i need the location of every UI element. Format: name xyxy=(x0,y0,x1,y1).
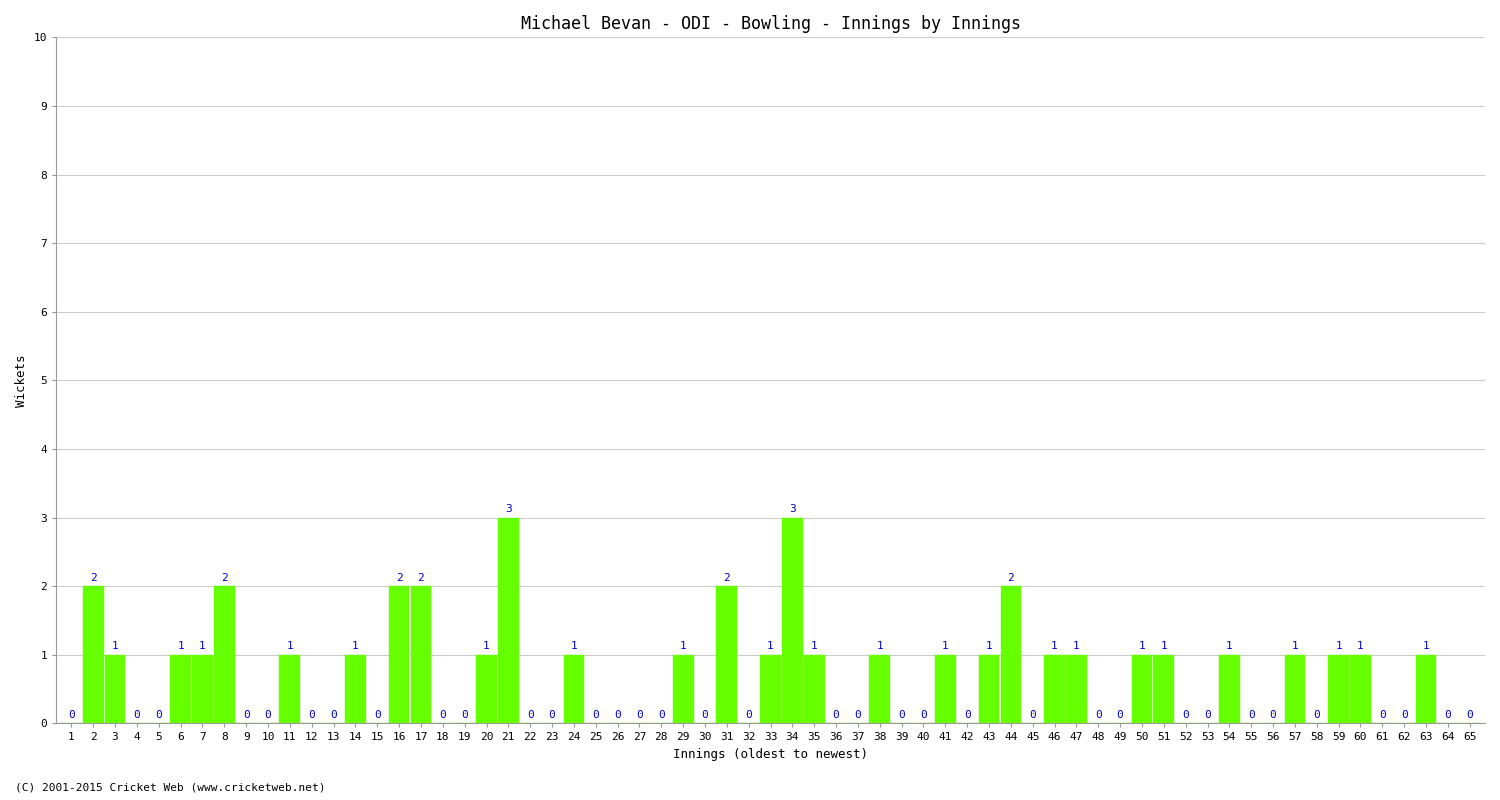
Bar xyxy=(411,586,432,723)
Text: 0: 0 xyxy=(462,710,468,720)
Text: 0: 0 xyxy=(1467,710,1473,720)
Bar xyxy=(279,655,300,723)
Bar xyxy=(978,655,999,723)
Text: 0: 0 xyxy=(1444,710,1450,720)
Bar xyxy=(564,655,585,723)
Text: 1: 1 xyxy=(1358,642,1364,651)
Text: 1: 1 xyxy=(1422,642,1430,651)
Text: 1: 1 xyxy=(1161,642,1167,651)
Text: 0: 0 xyxy=(156,710,162,720)
Text: 2: 2 xyxy=(1008,573,1014,582)
Text: 1: 1 xyxy=(352,642,358,651)
Bar xyxy=(782,518,802,723)
Bar xyxy=(170,655,190,723)
Bar xyxy=(105,655,126,723)
Text: 1: 1 xyxy=(200,642,206,651)
Bar xyxy=(345,655,366,723)
Text: 0: 0 xyxy=(636,710,644,720)
Bar xyxy=(870,655,889,723)
Bar xyxy=(1154,655,1174,723)
Text: 0: 0 xyxy=(243,710,249,720)
Text: 0: 0 xyxy=(614,710,621,720)
Text: 0: 0 xyxy=(746,710,752,720)
Text: 2: 2 xyxy=(220,573,228,582)
Text: 0: 0 xyxy=(526,710,534,720)
Bar xyxy=(1044,655,1065,723)
Text: 2: 2 xyxy=(723,573,730,582)
Text: 0: 0 xyxy=(855,710,861,720)
Text: 1: 1 xyxy=(1072,642,1080,651)
Bar xyxy=(498,518,519,723)
Bar xyxy=(934,655,956,723)
Text: 0: 0 xyxy=(1116,710,1124,720)
Text: 2: 2 xyxy=(396,573,402,582)
Text: 1: 1 xyxy=(1052,642,1058,651)
Text: 0: 0 xyxy=(1401,710,1407,720)
Text: 0: 0 xyxy=(1095,710,1101,720)
Y-axis label: Wickets: Wickets xyxy=(15,354,28,406)
Text: 0: 0 xyxy=(264,710,272,720)
Text: 1: 1 xyxy=(766,642,774,651)
Text: 0: 0 xyxy=(1029,710,1036,720)
Bar xyxy=(82,586,104,723)
Text: 1: 1 xyxy=(177,642,184,651)
Bar xyxy=(1284,655,1305,723)
Bar xyxy=(476,655,496,723)
Text: 0: 0 xyxy=(833,710,840,720)
Text: 0: 0 xyxy=(920,710,927,720)
Bar xyxy=(1066,655,1088,723)
Bar xyxy=(1350,655,1371,723)
Text: 0: 0 xyxy=(549,710,555,720)
Text: 0: 0 xyxy=(964,710,970,720)
Text: 0: 0 xyxy=(702,710,708,720)
Title: Michael Bevan - ODI - Bowling - Innings by Innings: Michael Bevan - ODI - Bowling - Innings … xyxy=(520,15,1020,33)
Text: 0: 0 xyxy=(658,710,664,720)
Text: 0: 0 xyxy=(1378,710,1386,720)
Text: 0: 0 xyxy=(1269,710,1276,720)
Text: 1: 1 xyxy=(812,642,818,651)
Bar xyxy=(1000,586,1022,723)
Text: 0: 0 xyxy=(440,710,446,720)
Text: 1: 1 xyxy=(1335,642,1342,651)
Bar xyxy=(1131,655,1152,723)
Text: 1: 1 xyxy=(286,642,292,651)
Bar xyxy=(388,586,410,723)
X-axis label: Innings (oldest to newest): Innings (oldest to newest) xyxy=(674,748,868,761)
Text: 1: 1 xyxy=(483,642,490,651)
Bar xyxy=(804,655,825,723)
Text: 1: 1 xyxy=(1226,642,1233,651)
Text: 0: 0 xyxy=(374,710,381,720)
Text: 1: 1 xyxy=(942,642,948,651)
Bar xyxy=(1220,655,1239,723)
Bar xyxy=(214,586,234,723)
Text: 1: 1 xyxy=(570,642,578,651)
Text: 0: 0 xyxy=(309,710,315,720)
Text: 0: 0 xyxy=(898,710,904,720)
Text: 0: 0 xyxy=(68,710,75,720)
Bar xyxy=(192,655,213,723)
Text: 1: 1 xyxy=(1138,642,1146,651)
Text: 1: 1 xyxy=(876,642,884,651)
Text: 0: 0 xyxy=(1204,710,1210,720)
Bar xyxy=(674,655,693,723)
Text: 0: 0 xyxy=(330,710,338,720)
Bar xyxy=(717,586,736,723)
Text: 3: 3 xyxy=(789,504,796,514)
Text: 0: 0 xyxy=(1248,710,1254,720)
Text: 1: 1 xyxy=(111,642,118,651)
Text: 1: 1 xyxy=(986,642,993,651)
Text: (C) 2001-2015 Cricket Web (www.cricketweb.net): (C) 2001-2015 Cricket Web (www.cricketwe… xyxy=(15,782,326,792)
Text: 3: 3 xyxy=(506,504,512,514)
Text: 1: 1 xyxy=(680,642,687,651)
Text: 0: 0 xyxy=(1182,710,1190,720)
Bar xyxy=(760,655,782,723)
Bar xyxy=(1328,655,1348,723)
Text: 2: 2 xyxy=(417,573,424,582)
Text: 2: 2 xyxy=(90,573,96,582)
Text: 0: 0 xyxy=(1314,710,1320,720)
Text: 1: 1 xyxy=(1292,642,1299,651)
Bar xyxy=(1416,655,1437,723)
Text: 0: 0 xyxy=(134,710,141,720)
Text: 0: 0 xyxy=(592,710,598,720)
